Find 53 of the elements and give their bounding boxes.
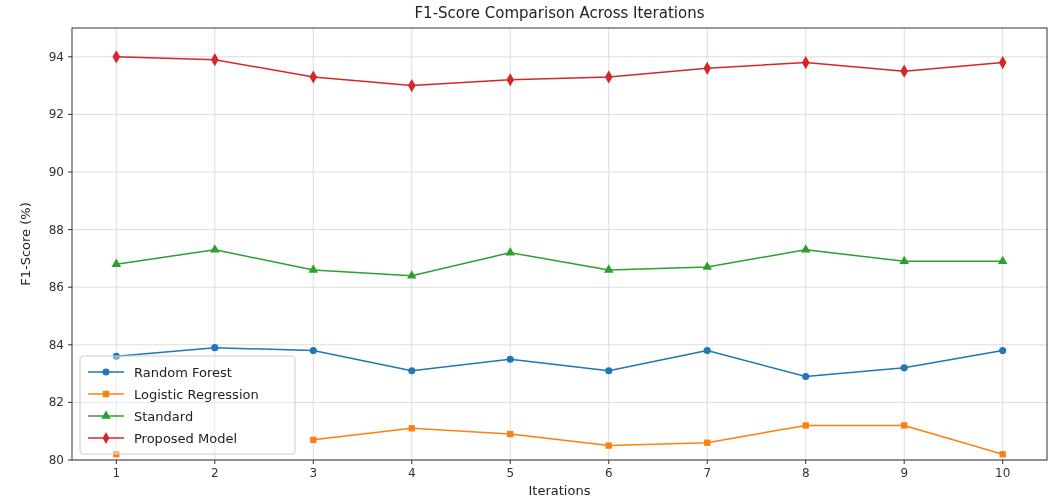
y-tick-label: 90 — [48, 165, 64, 179]
point — [999, 347, 1007, 355]
x-tick-label: 6 — [604, 466, 613, 480]
point — [111, 258, 122, 267]
y-tick-label: 84 — [48, 337, 64, 352]
point — [308, 264, 319, 273]
point — [901, 422, 908, 429]
y-tick-label: 82 — [48, 395, 64, 410]
x-tick-label: 7 — [703, 466, 712, 480]
point — [309, 347, 317, 355]
y-axis-title: F1-Score (%) — [18, 202, 33, 286]
y-tick-label: 86 — [48, 280, 64, 295]
x-tick-label: 1 — [112, 466, 121, 480]
legend-label: Logistic Regression — [134, 387, 259, 402]
point — [999, 451, 1006, 458]
x-tick-label: 8 — [801, 466, 810, 480]
point — [506, 355, 514, 363]
x-tick-label: 2 — [210, 466, 219, 480]
point — [310, 436, 317, 443]
point — [899, 255, 909, 265]
chart-title: F1-Score Comparison Across Iterations — [414, 4, 705, 22]
x-tick-label: 10 — [995, 466, 1011, 480]
y-tick-label: 80 — [48, 453, 64, 467]
point — [113, 451, 120, 458]
x-tick-label: 4 — [407, 466, 416, 480]
legend-label: Proposed Model — [134, 431, 238, 446]
x-tick-label: 9 — [900, 466, 909, 480]
point — [605, 442, 612, 449]
y-tick-label: 88 — [48, 222, 64, 237]
point — [211, 344, 219, 352]
point — [997, 255, 1008, 265]
point — [408, 367, 416, 375]
x-axis-title: Iterations — [528, 483, 591, 498]
point — [703, 347, 711, 355]
point — [802, 372, 810, 381]
x-tick-label: 3 — [309, 466, 318, 480]
y-tick-label: 94 — [48, 49, 64, 64]
point — [507, 430, 514, 438]
point — [800, 244, 811, 253]
legend-label: Standard — [134, 409, 194, 424]
point — [605, 367, 613, 375]
point — [603, 264, 614, 273]
point — [408, 425, 415, 432]
point — [702, 261, 713, 270]
point — [210, 244, 220, 253]
point — [704, 439, 711, 446]
y-tick-label: 92 — [48, 107, 64, 122]
point — [112, 352, 120, 360]
point — [802, 422, 809, 429]
point — [505, 247, 516, 256]
legend-label: Random Forest — [134, 365, 232, 380]
x-tick-label: 5 — [506, 466, 515, 480]
point — [900, 364, 908, 372]
